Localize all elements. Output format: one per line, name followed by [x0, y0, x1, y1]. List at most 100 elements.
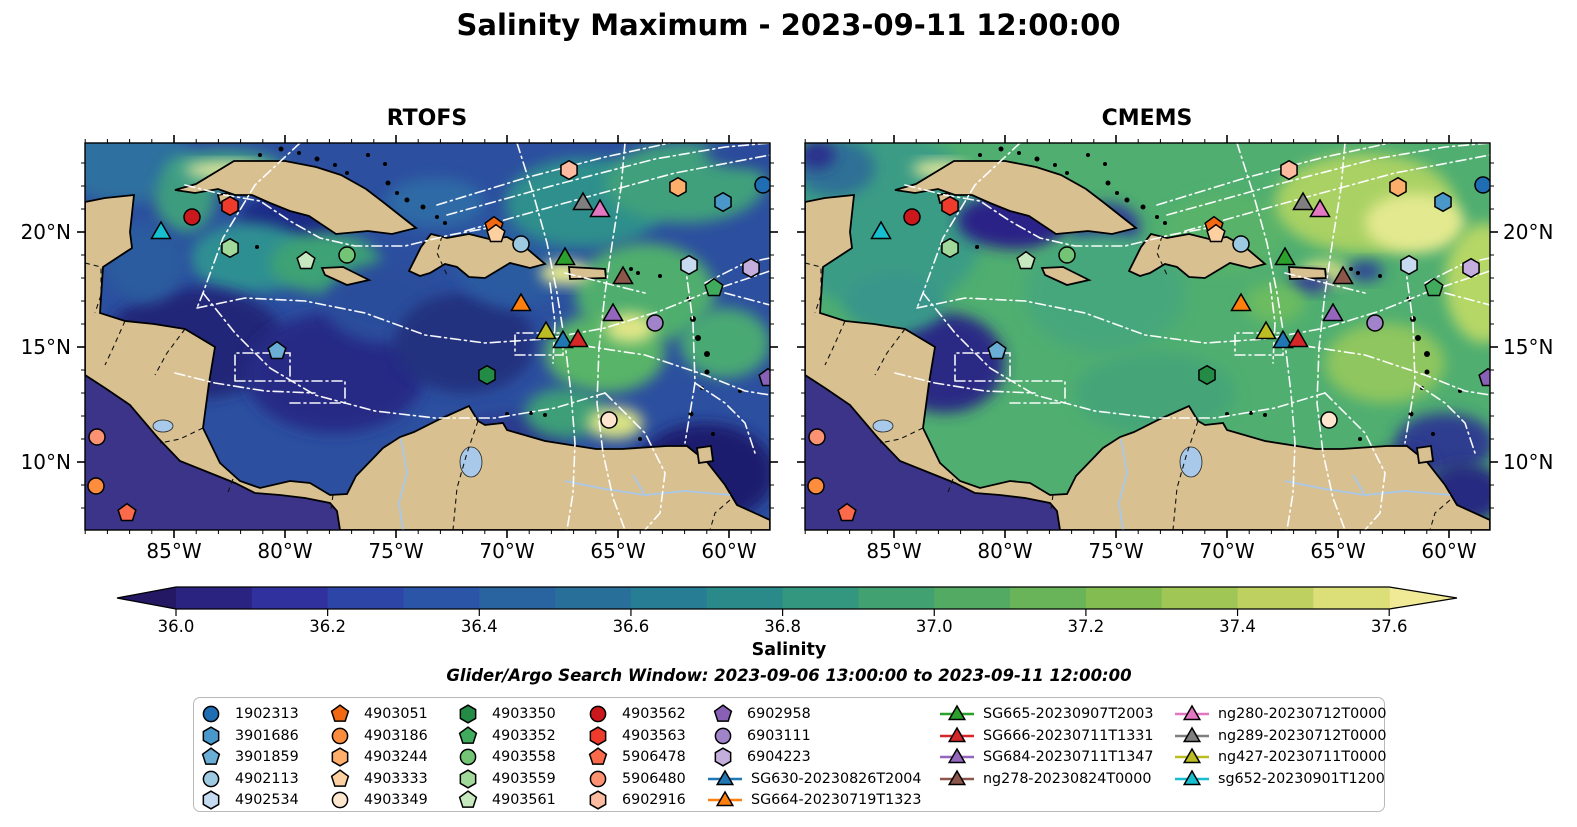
legend-label: 4903186	[364, 727, 428, 744]
marker-6902916	[1280, 159, 1298, 181]
triangle-marker-icon	[1175, 725, 1209, 742]
legend-entry-4903562: 4903562	[583, 703, 686, 725]
lat-tick-label-rtofs-20°N: 20°N	[20, 220, 71, 244]
legend-entry-ng278-20230824T0000: ng278-20230824T0000	[940, 768, 1151, 790]
lon-tick-label-cmems-80°W: 80°W	[977, 539, 1033, 563]
marker-4903244	[669, 176, 687, 198]
pentagon-marker-icon	[458, 725, 478, 744]
legend-entry-4902113: 4902113	[196, 768, 299, 790]
marker-ng289-20230712T0000	[1292, 191, 1314, 211]
marker-6904223	[1462, 257, 1480, 279]
marker-4903562	[903, 208, 921, 226]
circle-marker-icon	[714, 727, 732, 744]
lon-tick-label-rtofs-65°W: 65°W	[590, 539, 646, 563]
marker-ng289-20230712T0000	[572, 191, 594, 211]
legend-label: 4903561	[492, 792, 556, 808]
legend-entry-3901686: 3901686	[196, 725, 299, 747]
legend-label: 4902534	[235, 792, 299, 808]
legend-label: 4903559	[492, 770, 556, 787]
legend-entry-4903244: 4903244	[325, 746, 428, 768]
legend-label: 4903051	[364, 706, 428, 722]
colorbar-tick-36.8: 36.8	[764, 617, 801, 636]
marker-SG664-20230719T1323	[1230, 292, 1252, 312]
pentagon-marker-icon	[713, 704, 733, 722]
legend-entry-4903186: 4903186	[325, 725, 428, 747]
lat-tick-label-rtofs-15°N: 15°N	[20, 335, 71, 359]
legend-label: SG665-20230907T2003	[983, 706, 1154, 722]
marker-4903563	[221, 195, 239, 217]
lat-tick-label-cmems-15°N: 15°N	[1503, 335, 1554, 359]
circle-marker-icon	[202, 770, 220, 787]
hexagon-marker-icon	[589, 790, 607, 810]
marker-6902958	[1478, 367, 1490, 387]
marker-4903561	[296, 250, 316, 270]
legend-label: SG666-20230711T1331	[983, 727, 1154, 744]
legend-label: 4903558	[492, 749, 556, 765]
marker-4903561	[1016, 250, 1036, 270]
marker-4903352	[704, 277, 724, 297]
legend-box: 1902313 3901686 3901859 4902113 4902534 49030…	[193, 697, 1387, 812]
lon-tick-label-cmems-60°W: 60°W	[1421, 539, 1477, 563]
legend-label: SG684-20230711T1347	[983, 749, 1154, 765]
legend-entry-4903333: 4903333	[325, 768, 428, 790]
marker-3901686	[1434, 191, 1452, 213]
marker-4902113	[512, 235, 530, 253]
marker-SG630-20230826T2004	[552, 329, 574, 349]
legend-entry-4903350: 4903350	[453, 703, 556, 725]
legend-entry-6902916: 6902916	[583, 789, 686, 811]
legend-entry-sg652-20230901T1200: sg652-20230901T1200	[1175, 768, 1385, 790]
panel-title-rtofs: RTOFS	[386, 106, 468, 131]
legend-label: SG664-20230719T1323	[751, 792, 922, 808]
legend-label: 4903563	[622, 727, 686, 744]
hexagon-marker-icon	[202, 790, 220, 810]
marker-6903111	[1366, 314, 1384, 332]
legend-entry-4903051: 4903051	[325, 703, 428, 725]
legend-entry-4903349: 4903349	[325, 789, 428, 811]
legend-entry-4902534: 4902534	[196, 789, 299, 811]
legend-label: 5906480	[622, 770, 686, 787]
colorbar-tick-37.6: 37.6	[1370, 617, 1408, 636]
legend-label: 3901686	[235, 727, 299, 744]
marker-5906480	[808, 428, 826, 446]
marker-sg652-20230901T1200	[870, 220, 892, 240]
marker-SG666-20230711T1331	[567, 328, 589, 348]
triangle-marker-icon	[1175, 768, 1209, 785]
marker-5906480	[88, 428, 106, 446]
marker-6904223	[742, 257, 760, 279]
marker-6902958	[758, 367, 770, 387]
legend-label: ng427-20230711T0000	[1218, 749, 1387, 765]
marker-ng427-20230711T0000	[535, 320, 557, 340]
legend-label: 1902313	[235, 706, 299, 722]
marker-ng278-20230824T0000	[612, 265, 634, 285]
legend-entry-6903111: 6903111	[708, 725, 811, 747]
marker-4903350	[1198, 364, 1216, 386]
pentagon-marker-icon	[458, 790, 478, 808]
marker-ng278-20230824T0000	[1332, 265, 1354, 285]
marker-3901686	[714, 191, 732, 213]
marker-4903562	[183, 208, 201, 226]
lon-tick-label-rtofs-60°W: 60°W	[701, 539, 757, 563]
marker-4903333	[1206, 223, 1226, 243]
lon-tick-label-cmems-70°W: 70°W	[1199, 539, 1255, 563]
legend-entry-ng280-20230712T0000: ng280-20230712T0000	[1175, 703, 1386, 725]
legend-entry-SG664-20230719T1323: SG664-20230719T1323	[708, 789, 922, 811]
marker-4903244	[1389, 176, 1407, 198]
hexagon-marker-icon	[202, 725, 220, 746]
circle-marker-icon	[589, 705, 607, 723]
legend-entry-4903559: 4903559	[453, 768, 556, 790]
triangle-marker-icon	[940, 725, 974, 742]
marker-4903558	[1058, 246, 1076, 264]
marker-4903333	[486, 223, 506, 243]
pentagon-marker-icon	[330, 768, 350, 787]
marker-3901859	[267, 340, 287, 360]
cmems-map	[797, 135, 1498, 538]
legend-label: 4903349	[364, 792, 428, 808]
marker-4903349	[600, 411, 618, 429]
marker-ng280-20230712T0000	[1309, 198, 1331, 218]
legend-label: 4903244	[364, 749, 428, 765]
marker-5906478	[837, 502, 857, 522]
legend-entry-4903563: 4903563	[583, 725, 686, 747]
marker-4903558	[338, 246, 356, 264]
hexagon-marker-icon	[589, 725, 607, 746]
lon-tick-label-rtofs-70°W: 70°W	[479, 539, 535, 563]
